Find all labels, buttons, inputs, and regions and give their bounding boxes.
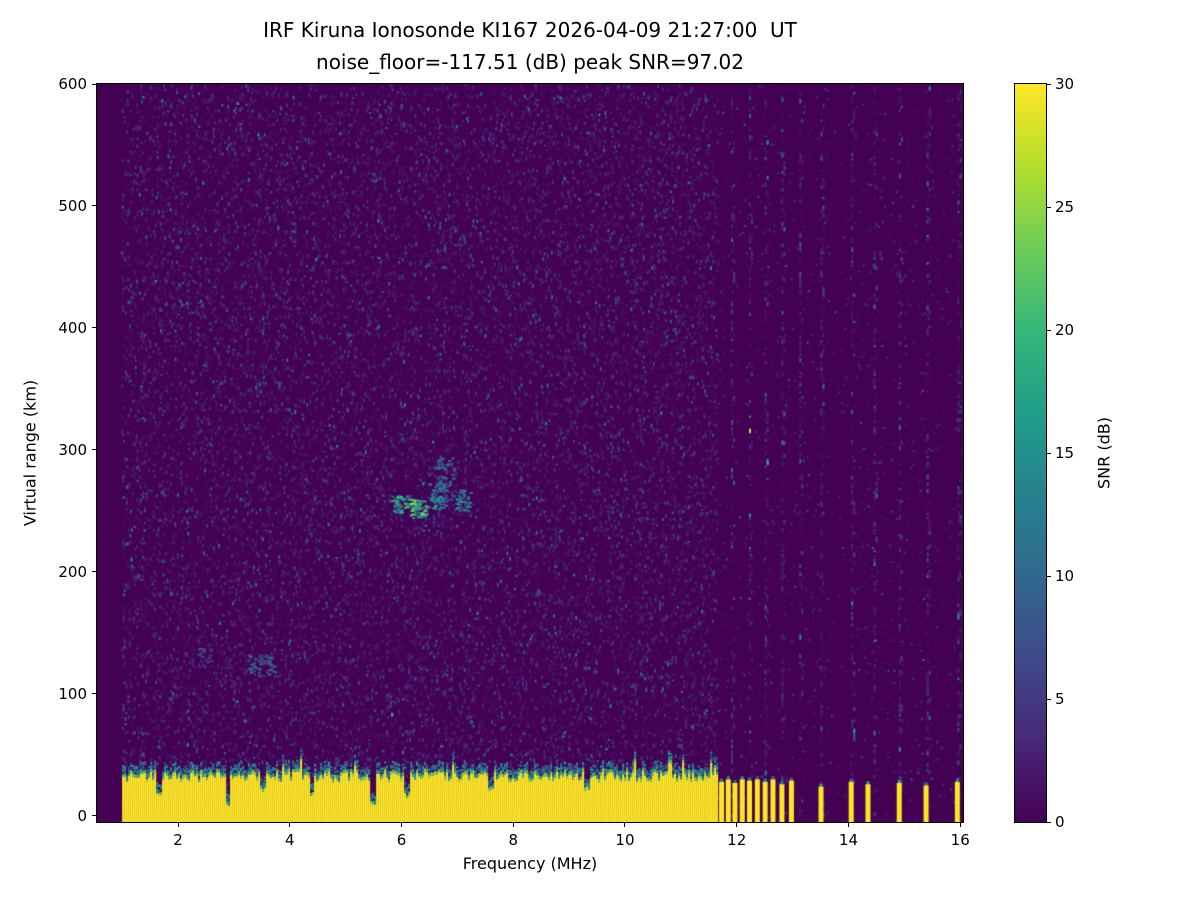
- y-tick-mark: [92, 83, 96, 85]
- colorbar-tick-mark: [1047, 329, 1051, 331]
- y-tick-label: 400: [58, 318, 87, 337]
- x-axis-label: Frequency (MHz): [462, 854, 598, 873]
- y-tick-mark: [92, 205, 96, 207]
- colorbar-tick-label: 30: [1055, 75, 1075, 93]
- x-tick-mark: [512, 823, 514, 827]
- y-tick-mark: [92, 327, 96, 329]
- x-tick-label: 16: [950, 831, 970, 849]
- colorbar-label: SNR (dB): [1094, 417, 1114, 489]
- colorbar-tick-label: 15: [1055, 444, 1075, 462]
- y-tick-label: 500: [58, 196, 87, 215]
- x-tick-label: 14: [838, 831, 858, 849]
- y-tick-mark: [92, 815, 96, 817]
- x-tick-mark: [289, 823, 291, 827]
- x-tick-mark: [400, 823, 402, 827]
- colorbar-tick-label: 20: [1055, 321, 1075, 339]
- y-tick-mark: [92, 693, 96, 695]
- colorbar-tick-label: 0: [1055, 813, 1065, 831]
- x-tick-mark: [624, 823, 626, 827]
- ionogram-heatmap: [97, 84, 963, 822]
- figure-subtitle: noise_floor=-117.51 (dB) peak SNR=97.02: [316, 50, 744, 74]
- y-tick-label: 600: [58, 75, 87, 93]
- colorbar-tick-mark: [1047, 698, 1051, 700]
- x-tick-mark: [847, 823, 849, 827]
- colorbar-tick-mark: [1047, 452, 1051, 454]
- colorbar-gradient: [1015, 84, 1046, 822]
- x-tick-label: 12: [727, 831, 747, 849]
- x-tick-mark: [177, 823, 179, 827]
- colorbar-tick-label: 10: [1055, 567, 1075, 585]
- plot-area: [96, 83, 964, 823]
- x-tick-label: 6: [396, 831, 407, 849]
- x-tick-label: 10: [615, 831, 635, 849]
- y-axis-label: Virtual range (km): [20, 379, 40, 527]
- colorbar-tick-mark: [1047, 575, 1051, 577]
- x-tick-label: 2: [173, 831, 183, 849]
- figure-title: IRF Kiruna Ionosonde KI167 2026-04-09 21…: [263, 18, 797, 42]
- y-tick-mark: [92, 571, 96, 573]
- colorbar-tick-label: 25: [1055, 198, 1075, 216]
- x-tick-mark: [736, 823, 738, 827]
- x-tick-label: 8: [508, 831, 519, 849]
- y-tick-mark: [92, 449, 96, 451]
- colorbar-tick-mark: [1047, 206, 1051, 208]
- x-tick-mark: [959, 823, 961, 827]
- colorbar-tick-mark: [1047, 821, 1051, 823]
- colorbar: [1014, 83, 1047, 823]
- y-tick-label: 100: [58, 684, 87, 703]
- colorbar-tick-label: 5: [1055, 690, 1065, 708]
- y-tick-label: 300: [58, 440, 87, 459]
- y-tick-label: 200: [58, 562, 87, 581]
- y-tick-label: 0: [77, 806, 87, 825]
- colorbar-tick-mark: [1047, 83, 1051, 85]
- x-tick-label: 4: [284, 831, 295, 849]
